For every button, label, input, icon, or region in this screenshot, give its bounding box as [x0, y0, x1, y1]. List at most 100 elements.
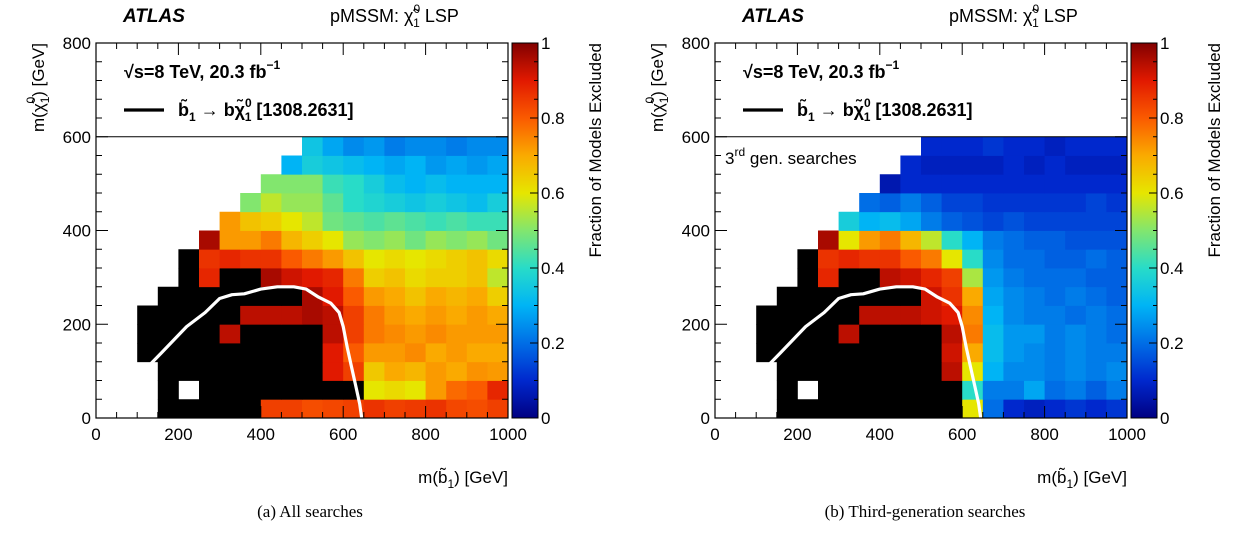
heatmap-cell: [838, 230, 860, 250]
heatmap-cell: [859, 211, 881, 231]
heatmap-cell: [1065, 230, 1087, 250]
heatmap-cell: [921, 230, 942, 250]
heatmap-cell: [982, 343, 1004, 363]
heatmap-cell: [797, 286, 819, 306]
heatmap-cell: [1065, 174, 1087, 194]
y-axis-label: m(χ̃10) [GeV]: [643, 43, 671, 132]
x-tick-label: 400: [247, 425, 275, 444]
heatmap-cell: [219, 230, 241, 250]
heatmap-cell: [1003, 286, 1025, 306]
heatmap-cell: [446, 380, 468, 400]
heatmap-cell: [1065, 193, 1087, 213]
heatmap-cell: [962, 193, 984, 213]
heatmap-cell: [1065, 399, 1087, 419]
heatmap-cell: [425, 230, 447, 250]
heatmap-cell: [405, 193, 426, 213]
heatmap-cell: [776, 286, 798, 306]
heatmap-cell: [343, 136, 365, 156]
heatmap-cell: [921, 211, 942, 231]
heatmap-cell: [838, 324, 860, 344]
heatmap-cell: [446, 155, 468, 175]
heatmap-cell: [879, 249, 901, 269]
heatmap-cell: [818, 230, 839, 250]
heatmap-cell: [466, 305, 488, 325]
heatmap-cell: [363, 324, 385, 344]
heatmap-cell: [487, 380, 509, 400]
heatmap-cell: [240, 399, 262, 419]
heatmap-cell: [281, 343, 303, 363]
heatmap-cell: [1106, 174, 1128, 194]
x-tick-label: 1000: [1108, 425, 1146, 444]
heatmap-cell: [425, 305, 447, 325]
heatmap-cell: [1024, 155, 1045, 175]
heatmap-cell: [776, 361, 798, 381]
heatmap-cell: [982, 249, 1004, 269]
heatmap-cell: [1044, 399, 1066, 419]
heatmap-cell: [240, 361, 262, 381]
z-tick-label: 1: [541, 34, 550, 53]
heatmap-cell: [1003, 305, 1025, 325]
heatmap-cell: [178, 343, 200, 363]
heatmap-cell: [859, 249, 881, 269]
panel-all-searches: 0 200 400 600 800 1000 0 200 400 600 800 0 0.2 0.4 0.6…: [0, 0, 618, 537]
heatmap-cell: [405, 155, 426, 175]
heatmap-cell: [240, 230, 262, 250]
heatmap-cell: [178, 305, 200, 325]
heatmap-cell: [219, 380, 241, 400]
heatmap-cell: [1106, 343, 1128, 363]
heatmap-cell: [240, 211, 262, 231]
heatmap-cell: [281, 155, 303, 175]
heatmap-cell: [962, 174, 984, 194]
heatmap-cell: [260, 305, 282, 325]
z-axis-label: Fraction of Models Excluded: [1205, 43, 1224, 258]
heatmap-cell: [1106, 249, 1128, 269]
heatmap-cell: [1044, 230, 1066, 250]
heatmap-cell: [859, 324, 881, 344]
heatmap-cell: [1085, 324, 1107, 344]
heatmap-cell: [219, 249, 241, 269]
heatmap-cell: [1024, 305, 1045, 325]
heatmap-cell: [322, 343, 344, 363]
heatmap-cell: [1003, 361, 1025, 381]
heatmap-cell: [900, 305, 922, 325]
heatmap-cell: [1044, 249, 1066, 269]
caption-all-searches: (a) All searches: [257, 502, 363, 521]
heatmap-cell: [941, 249, 963, 269]
heatmap-cell: [446, 193, 468, 213]
heatmap-cell: [797, 399, 819, 419]
heatmap-cell: [776, 343, 798, 363]
heatmap-cell: [1024, 230, 1045, 250]
heatmap-cell: [879, 268, 901, 288]
heatmap-cell: [900, 193, 922, 213]
x-tick-label: 400: [866, 425, 894, 444]
heatmap-cell: [962, 286, 984, 306]
heatmap-cell: [487, 286, 509, 306]
heatmap-cell: [302, 193, 323, 213]
heatmap-cell: [1085, 249, 1107, 269]
x-axis-label: m(b̃1) [GeV]: [418, 467, 508, 491]
x-tick-label: 600: [948, 425, 976, 444]
heatmap-cell: [425, 361, 447, 381]
heatmap-cell: [1003, 174, 1025, 194]
heatmap-cell: [260, 399, 282, 419]
heatmap-cell: [900, 174, 922, 194]
heatmap-cell: [302, 211, 323, 231]
heatmap-cell: [1003, 268, 1025, 288]
heatmap-cell: [384, 343, 406, 363]
heatmap-cell: [343, 305, 365, 325]
heatmap-cell: [921, 305, 942, 325]
heatmap-cell: [425, 136, 447, 156]
heatmap-cell: [219, 305, 241, 325]
y-axis-label: m(χ̃10) [GeV]: [24, 43, 52, 132]
heatmap-cell: [322, 230, 344, 250]
heatmap-cell: [322, 211, 344, 231]
heatmap-cell: [756, 305, 778, 325]
heatmap-cell: [859, 230, 881, 250]
heatmap-cell: [1085, 193, 1107, 213]
heatmap-cell: [1003, 380, 1025, 400]
heatmap-cell: [1024, 361, 1045, 381]
heatmap-cell: [260, 230, 282, 250]
heatmap-cell: [363, 155, 385, 175]
heatmap-cell: [900, 230, 922, 250]
heatmap-cell: [281, 249, 303, 269]
